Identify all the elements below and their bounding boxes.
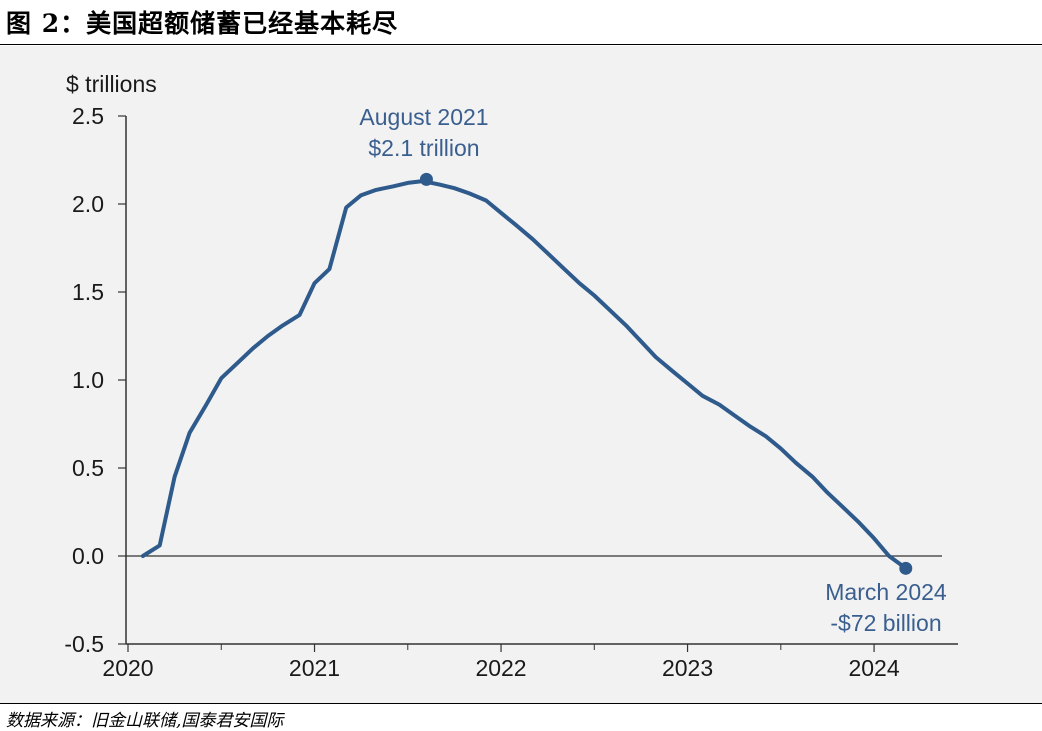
- peak-marker: [419, 172, 433, 186]
- chart-annotations: August 2021 $2.1 trillion March 2024 -$72 b…: [359, 104, 947, 636]
- peak-label-date: August 2021: [359, 104, 488, 130]
- y-tick-label: 0.5: [72, 455, 104, 481]
- x-tick-label: 2024: [848, 655, 899, 681]
- y-tick-label: 2.0: [72, 191, 104, 217]
- end-marker: [899, 561, 913, 575]
- x-tick-label: 2021: [289, 655, 340, 681]
- x-tick-label: 2022: [475, 655, 526, 681]
- peak-label-value: $2.1 trillion: [368, 135, 479, 161]
- title-rule: [0, 44, 1042, 45]
- y-tick-label: -0.5: [64, 631, 104, 657]
- source-note: 数据来源：旧金山联储,国泰君安国际: [6, 711, 284, 731]
- y-tick-label: 1.5: [72, 279, 104, 305]
- y-tick-label: 0.0: [72, 543, 104, 569]
- y-tick-label: 2.5: [72, 103, 104, 129]
- end-label-value: -$72 billion: [830, 610, 941, 636]
- source-rule: [0, 703, 1042, 704]
- chart-series: [140, 179, 908, 571]
- y-tick-label: 1.0: [72, 367, 104, 393]
- chart-axes: [125, 116, 958, 645]
- x-tick-label: 2020: [102, 655, 153, 681]
- x-tick-label: 2023: [662, 655, 713, 681]
- end-label-date: March 2024: [825, 579, 947, 605]
- figure-title: 图 2：美国超额储蓄已经基本耗尽: [6, 9, 399, 38]
- y-axis-unit-label: $ trillions: [66, 71, 157, 97]
- excess-savings-line: [140, 179, 908, 571]
- chart-panel: 2.5 2.0 1.5 1.0 0.5 0.0 -0.5 2020 2021 2022 2023 20…: [0, 46, 1042, 703]
